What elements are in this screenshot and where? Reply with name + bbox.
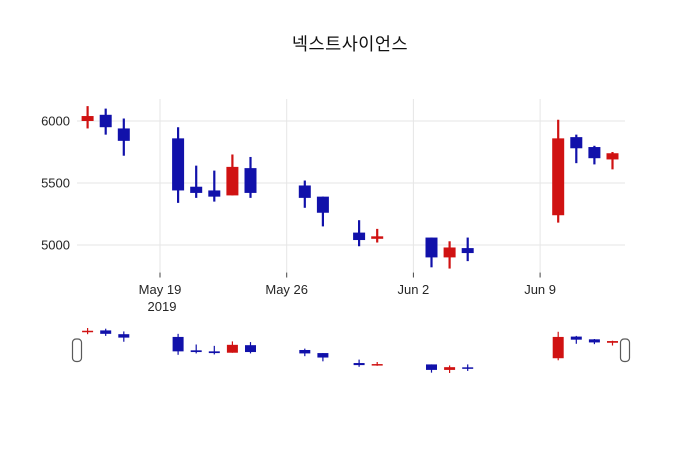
candle-2019-06-13 — [606, 152, 619, 170]
candle-body — [118, 334, 130, 338]
candle-body — [244, 168, 257, 193]
rangeslider-track[interactable] — [77, 326, 625, 375]
candle-2019-05-31 — [371, 228, 384, 243]
candle-mini-2019-05-20 — [172, 333, 184, 355]
candle-mini-2019-05-23 — [226, 341, 238, 353]
candle-2019-05-28 — [316, 196, 329, 227]
candle-2019-06-10 — [552, 119, 565, 223]
candle-mini-2019-05-28 — [317, 353, 329, 362]
candle-2019-05-21 — [190, 165, 203, 198]
candle-body — [190, 350, 202, 353]
x-tick-label: May 19 — [139, 282, 182, 297]
candle-body — [443, 247, 456, 258]
rangeslider[interactable] — [71, 326, 631, 375]
candle-body — [172, 138, 185, 191]
candle-mini-2019-06-03 — [426, 364, 437, 373]
candle-body — [100, 330, 112, 334]
candle-body — [570, 336, 582, 340]
candle-2019-05-23 — [226, 154, 239, 196]
candle-mini-2019-05-31 — [371, 362, 383, 366]
candle-2019-05-30 — [353, 220, 366, 247]
candle-2019-05-20 — [172, 127, 185, 203]
plot-drag-area[interactable] — [77, 99, 625, 272]
rangeslider-left-handle[interactable] — [71, 338, 83, 363]
candle-body — [425, 237, 438, 258]
candle-mini-2019-06-05 — [462, 364, 474, 371]
candle-mini-2019-05-16 — [100, 328, 112, 336]
candle-body — [172, 336, 184, 352]
candle-mini-2019-06-04 — [444, 365, 456, 373]
candle-body — [298, 185, 311, 198]
candle-body — [208, 351, 220, 354]
candle-body — [462, 367, 474, 369]
candle-body — [99, 114, 112, 128]
candle-mini-2019-06-12 — [588, 338, 600, 345]
candle-2019-05-17 — [117, 118, 130, 156]
candle-body — [117, 128, 130, 141]
candle-body — [371, 236, 384, 239]
x-tick-label-year: 2019 — [148, 299, 177, 314]
candle-body — [570, 137, 583, 149]
x-tick-label: Jun 9 — [524, 282, 556, 297]
candle-body — [226, 166, 239, 196]
candle-2019-06-05 — [461, 237, 474, 262]
candle-body — [552, 138, 565, 216]
candle-body — [299, 349, 311, 354]
candle-body — [226, 344, 238, 353]
candle-mini-2019-06-10 — [552, 331, 564, 361]
candle-body — [588, 339, 600, 343]
candle-mini-2019-05-22 — [208, 345, 220, 355]
candle-body — [606, 153, 619, 160]
candle-2019-05-27 — [298, 180, 311, 208]
candle-2019-06-12 — [588, 145, 601, 165]
main-plot — [81, 106, 619, 269]
candle-body — [82, 330, 94, 333]
y-tick-label: 5000 — [41, 238, 70, 253]
x-tick-label: May 26 — [265, 282, 308, 297]
candle-mini-2019-05-24 — [245, 342, 256, 354]
candle-2019-05-16 — [99, 108, 112, 135]
candle-body — [444, 367, 456, 370]
candle-mini-2019-06-11 — [570, 335, 582, 344]
candle-body — [588, 147, 601, 159]
candle-body — [353, 232, 366, 241]
x-tick-label: Jun 2 — [397, 282, 429, 297]
candle-body — [607, 341, 618, 343]
y-tick-label: 5500 — [41, 176, 70, 191]
candle-body — [353, 363, 365, 366]
y-tick-label: 6000 — [41, 114, 70, 129]
candle-mini-2019-05-30 — [353, 359, 365, 367]
candle-body — [371, 364, 383, 366]
candle-body — [552, 336, 564, 359]
rangeslider-right-handle[interactable] — [619, 338, 631, 363]
candle-body — [426, 364, 437, 370]
candle-mini-2019-05-17 — [118, 331, 130, 342]
candle-2019-06-03 — [425, 237, 438, 268]
candle-mini-2019-05-27 — [299, 348, 311, 357]
candle-2019-05-24 — [244, 156, 257, 198]
candle-body — [190, 186, 203, 193]
candle-2019-06-04 — [443, 241, 456, 269]
candle-body — [461, 248, 474, 254]
candle-body — [81, 116, 94, 121]
candle-2019-06-11 — [570, 134, 583, 164]
candle-mini-2019-05-15 — [82, 328, 94, 335]
candle-body — [245, 345, 256, 353]
candle-body — [317, 353, 329, 358]
candle-2019-05-22 — [208, 170, 221, 202]
candle-2019-05-15 — [81, 106, 94, 129]
candle-body — [208, 190, 221, 197]
candle-mini-2019-05-21 — [190, 344, 202, 354]
candle-mini-2019-06-13 — [607, 340, 618, 346]
candle-body — [316, 196, 329, 213]
